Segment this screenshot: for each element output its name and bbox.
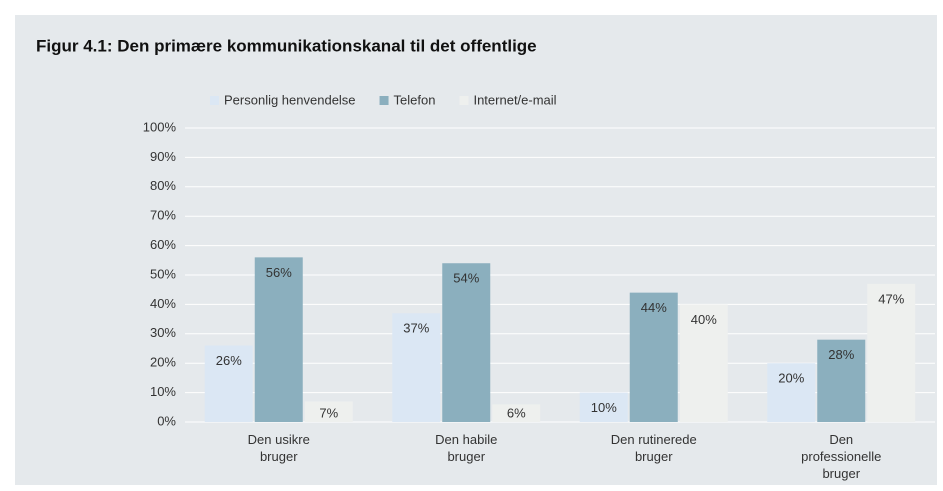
y-tick-label: 30% [150,325,176,340]
legend-swatch [210,96,219,105]
bar [679,304,728,422]
bar [254,257,303,422]
y-tick-label: 20% [150,355,176,370]
bar [579,392,628,422]
legend-label: Personlig henvendelse [224,92,356,107]
data-label: 10% [591,400,617,415]
y-tick-label: 0% [157,413,176,428]
y-tick-label: 50% [150,266,176,281]
y-tick-label: 80% [150,178,176,193]
data-label: 6% [507,405,526,420]
legend-swatch [459,96,469,105]
data-label: 44% [641,300,667,315]
bar [204,345,253,422]
bar [392,313,441,422]
data-label: 54% [453,271,479,286]
bar [767,363,816,422]
y-tick-label: 60% [150,237,176,252]
chart-title: Figur 4.1: Den primære kommunikationskan… [36,36,537,55]
bar [629,292,678,422]
y-tick-label: 40% [150,296,176,311]
y-tick-label: 70% [150,208,176,223]
data-label: 20% [778,371,804,386]
bar [442,263,491,422]
bar [817,339,866,422]
bar [492,404,541,422]
y-tick-label: 90% [150,149,176,164]
y-tick-label: 10% [150,384,176,399]
bar [867,283,916,422]
x-tick-label: Den rutinerede bruger [610,432,697,464]
legend-label: Telefon [394,92,436,107]
legend-swatch [379,96,389,105]
x-tick-label: Den professionelle bruger [801,432,882,481]
bar [304,401,353,422]
y-tick-label: 100% [143,119,177,134]
data-label: 56% [266,265,292,280]
x-tick-label: Den habile bruger [435,432,498,464]
x-tick-label: Den usikre bruger [247,432,310,464]
data-label: 47% [878,291,904,306]
data-label: 40% [691,312,717,327]
data-label: 7% [319,405,338,420]
data-label: 26% [216,353,242,368]
data-label: 37% [403,321,429,336]
legend-label: Internet/e-mail [473,92,556,107]
data-label: 28% [828,347,854,362]
